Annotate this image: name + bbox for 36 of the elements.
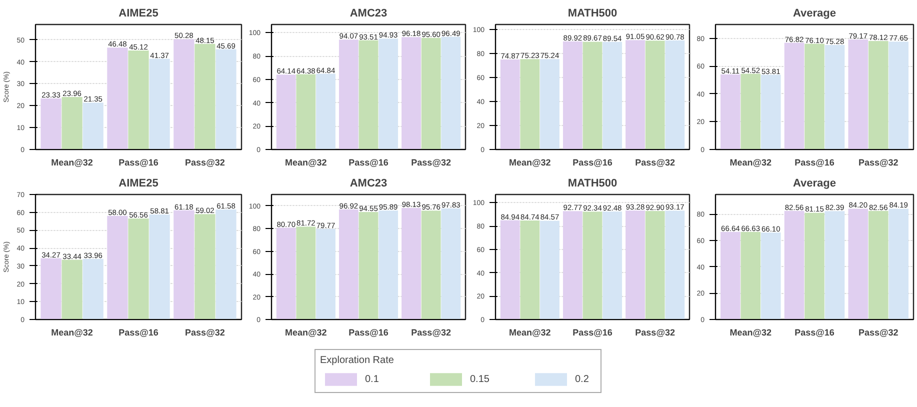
- x-tick-label: Mean@32: [285, 328, 327, 338]
- x-tick-label: Mean@32: [51, 328, 93, 338]
- x-tick-label: Mean@32: [51, 158, 93, 168]
- chart-title: AIME25: [118, 8, 158, 20]
- x-tick-label: Mean@32: [509, 158, 551, 168]
- x-tick-label: Pass@16: [118, 328, 158, 338]
- x-tick-label: Mean@32: [509, 328, 551, 338]
- chart-title: Average: [792, 178, 836, 190]
- x-tick-label: Pass@32: [411, 328, 451, 338]
- x-tick-label: Pass@16: [348, 328, 388, 338]
- chart-title: AMC23: [350, 178, 388, 190]
- legend-title: Exploration Rate: [320, 355, 395, 366]
- x-tick-label: Mean@32: [730, 328, 772, 338]
- x-tick-label: Pass@16: [794, 328, 834, 338]
- legend-label: 0.15: [470, 374, 490, 384]
- x-tick-label: Pass@32: [411, 158, 451, 168]
- x-tick-label: Pass@16: [348, 158, 388, 168]
- chart-title: MATH500: [568, 178, 618, 190]
- x-tick-label: Pass@16: [118, 158, 158, 168]
- x-tick-label: Mean@32: [285, 158, 327, 168]
- x-tick-label: Pass@16: [572, 158, 612, 168]
- chart-title: MATH500: [568, 8, 618, 20]
- x-tick-label: Pass@32: [185, 158, 225, 168]
- x-tick-label: Pass@32: [635, 328, 675, 338]
- x-tick-label: Pass@32: [858, 158, 898, 168]
- x-tick-label: Pass@16: [794, 158, 834, 168]
- legend-label: 0.2: [575, 374, 590, 384]
- x-tick-label: Pass@32: [185, 328, 225, 338]
- chart-title: AMC23: [350, 8, 388, 20]
- x-tick-label: Mean@32: [730, 158, 772, 168]
- legend-label: 0.1: [365, 374, 380, 384]
- chart-title: AIME25: [118, 178, 158, 190]
- x-tick-label: Pass@32: [858, 328, 898, 338]
- x-tick-label: Pass@32: [635, 158, 675, 168]
- chart-title: Average: [792, 8, 836, 20]
- x-tick-label: Pass@16: [572, 328, 612, 338]
